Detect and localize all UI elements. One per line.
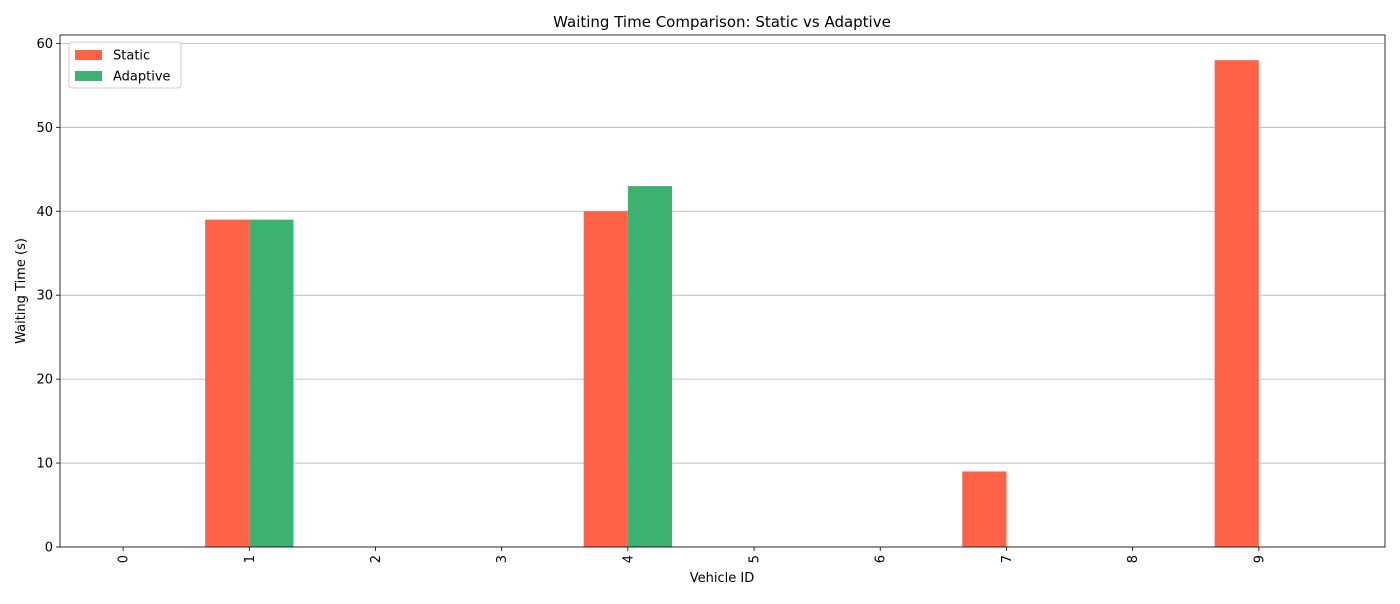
legend-label-adaptive: Adaptive bbox=[113, 70, 171, 85]
axes bbox=[59, 34, 1386, 548]
bar-static-1 bbox=[205, 219, 250, 547]
legend-swatch-adaptive bbox=[75, 71, 102, 81]
x-tick-label: 9 bbox=[1252, 555, 1267, 563]
bars bbox=[205, 60, 1259, 547]
x-tick-label: 8 bbox=[1126, 555, 1141, 563]
y-tick-label: 0 bbox=[45, 541, 53, 556]
bar-static-4 bbox=[583, 211, 628, 547]
x-axis-label: Vehicle ID bbox=[690, 571, 754, 586]
y-axis-label: Waiting Time (s) bbox=[14, 238, 29, 344]
x-tick-label: 3 bbox=[495, 555, 510, 563]
y-tick-label: 40 bbox=[36, 205, 53, 220]
x-tick-label: 1 bbox=[243, 555, 258, 563]
legend-swatch-static bbox=[75, 50, 102, 60]
y-axis-ticks: 0 10 20 30 40 50 60 bbox=[36, 37, 60, 556]
bar-adaptive-4 bbox=[627, 186, 673, 547]
y-tick-label: 50 bbox=[36, 121, 53, 136]
x-tick-label: 2 bbox=[369, 555, 384, 563]
y-tick-label: 60 bbox=[36, 37, 53, 52]
x-tick-label: 4 bbox=[621, 555, 636, 563]
x-tick-label: 0 bbox=[117, 555, 132, 563]
x-tick-label: 5 bbox=[748, 555, 763, 563]
bar-static-9 bbox=[1214, 60, 1259, 547]
y-tick-label: 10 bbox=[36, 457, 53, 472]
plot-frame bbox=[59, 34, 1386, 548]
x-axis-ticks: 0 1 2 3 4 5 6 7 8 9 bbox=[117, 547, 1267, 563]
y-tick-label: 20 bbox=[36, 373, 53, 388]
x-tick-label: 7 bbox=[1000, 555, 1015, 563]
bar-adaptive-1 bbox=[249, 219, 294, 547]
y-tick-label: 30 bbox=[36, 289, 53, 304]
chart-title: Waiting Time Comparison: Static vs Adapt… bbox=[553, 13, 891, 31]
bar-static-7 bbox=[962, 471, 1007, 547]
legend: Static Adaptive bbox=[68, 41, 182, 89]
legend-label-static: Static bbox=[113, 49, 150, 64]
x-tick-label: 6 bbox=[874, 555, 889, 563]
